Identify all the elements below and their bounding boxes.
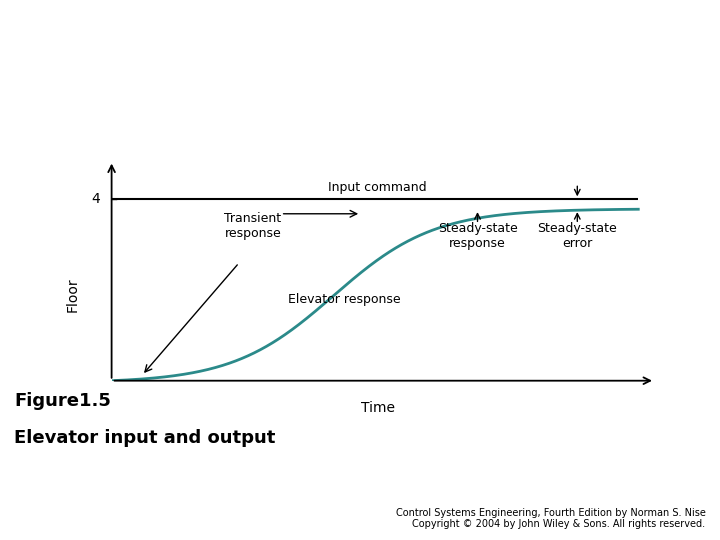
Text: Floor: Floor	[66, 277, 80, 312]
Text: Steady-state
error: Steady-state error	[537, 222, 617, 250]
Text: Control Systems Engineering, Fourth Edition by Norman S. Nise
Copyright © 2004 b: Control Systems Engineering, Fourth Edit…	[396, 508, 706, 529]
Text: Elevator input and output: Elevator input and output	[14, 429, 276, 447]
Text: Steady-state
response: Steady-state response	[438, 222, 518, 250]
Text: Elevator response: Elevator response	[288, 293, 401, 306]
Text: Figure1.5: Figure1.5	[14, 392, 112, 409]
Text: Input command: Input command	[328, 181, 427, 194]
Text: Time: Time	[361, 401, 395, 415]
Text: 4: 4	[91, 192, 101, 206]
Text: Transient
response: Transient response	[225, 212, 282, 240]
